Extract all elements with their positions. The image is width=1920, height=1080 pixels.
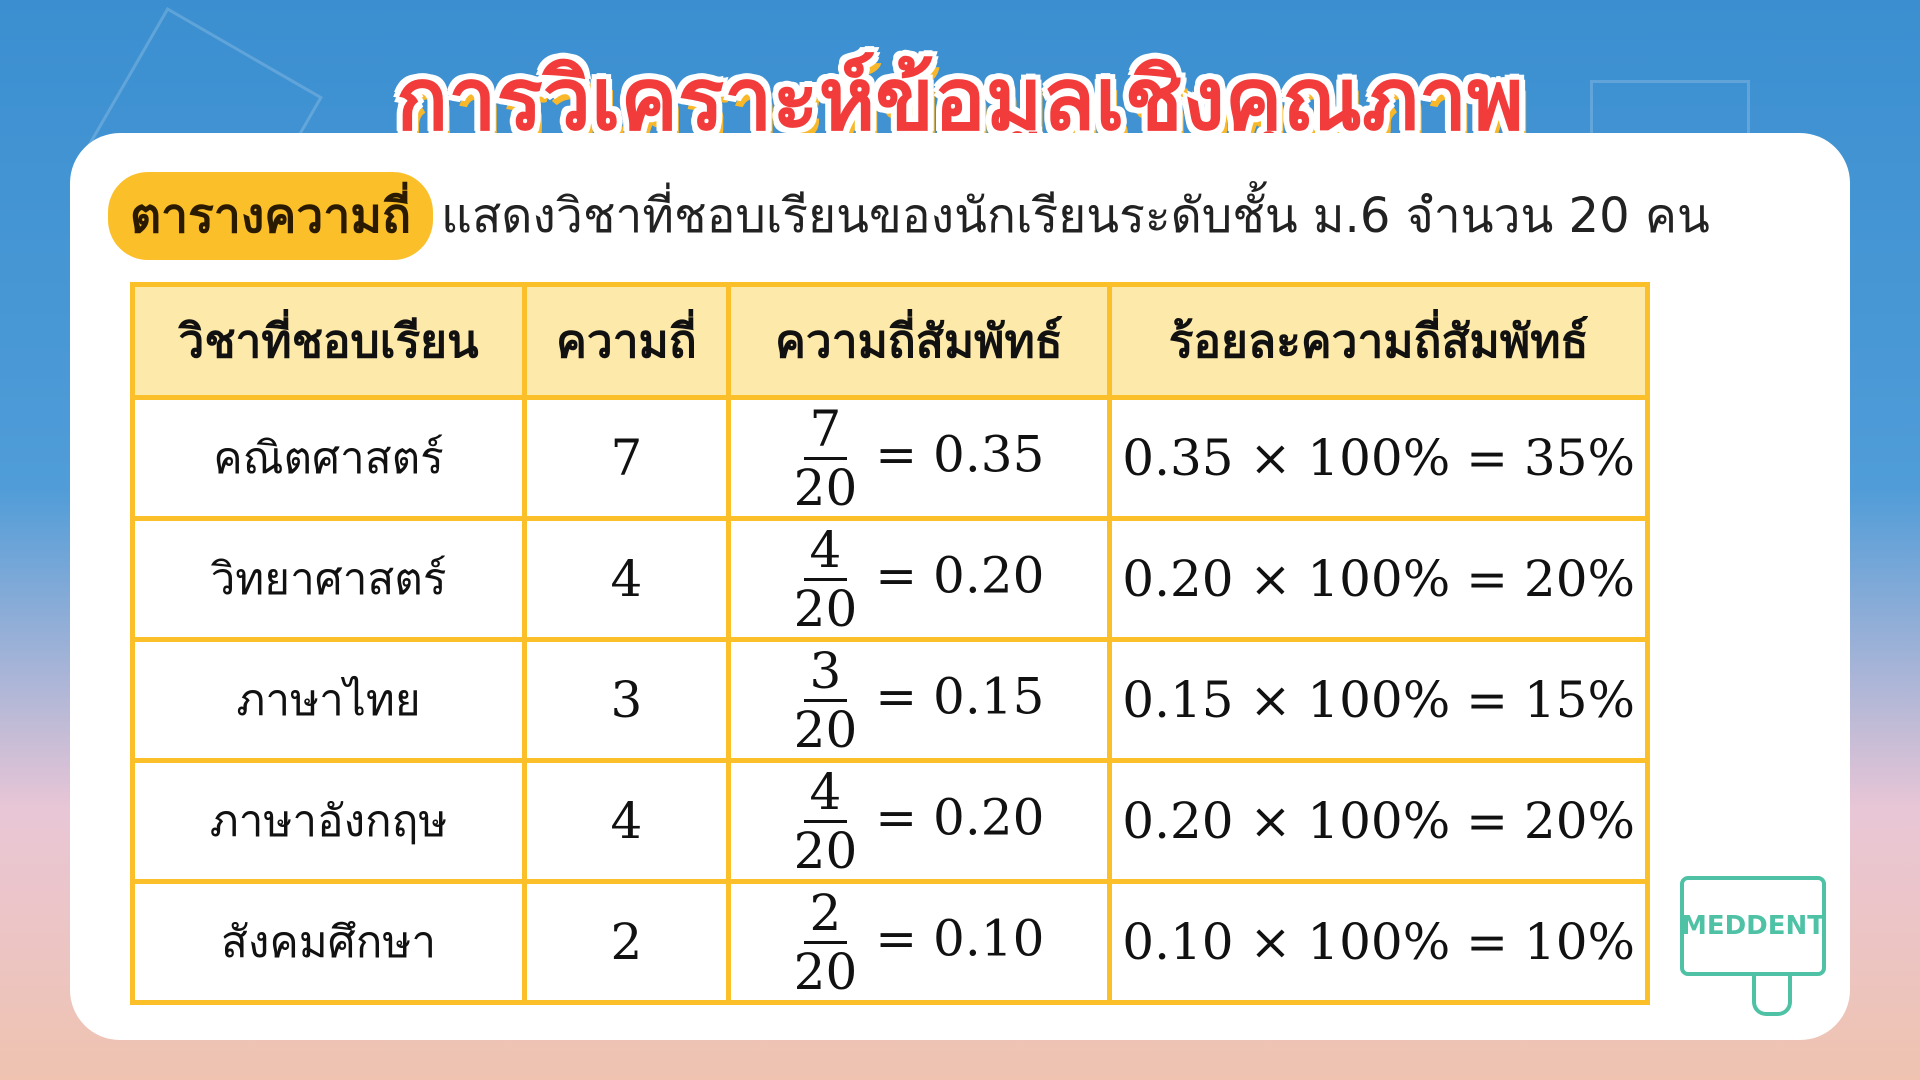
subject-cell: คณิตศาสตร์ (129, 395, 528, 521)
table-row: ภาษาอังกฤษ 4 4 20 = 0.20 0.20 × 100% = 20% (129, 758, 1650, 884)
table-row: วิทยาศาสตร์ 4 4 20 = 0.20 0.20 × 100% = 20… (129, 516, 1650, 642)
percent-cell: 0.20 × 100% = 20% (1107, 516, 1650, 642)
table-row: สังคมศึกษา 2 2 20 = 0.10 0.10 × 100% = 10% (129, 879, 1650, 1005)
fraction: 7 20 (794, 401, 858, 516)
numerator: 7 (803, 401, 848, 460)
denominator: 20 (793, 700, 858, 759)
header-frequency: ความถี่ (522, 282, 731, 400)
percent-cell: 0.10 × 100% = 10% (1107, 879, 1650, 1005)
relative-frequency-cell: 4 20 = 0.20 (725, 516, 1113, 642)
logo-stand (1752, 976, 1792, 1016)
relative-value: = 0.10 (875, 909, 1045, 967)
fraction: 4 20 (794, 764, 858, 879)
frequency-cell: 4 (522, 516, 731, 642)
table-header-row: วิชาที่ชอบเรียน ความถี่ ความถี่สัมพัทธ์ … (129, 282, 1650, 400)
denominator: 20 (793, 458, 858, 517)
frequency-cell: 7 (522, 395, 731, 521)
subject-cell: สังคมศึกษา (129, 879, 528, 1005)
denominator: 20 (793, 579, 858, 638)
table-row: ภาษาไทย 3 3 20 = 0.15 0.15 × 100% = 15% (129, 637, 1650, 763)
subtitle: ตารางความถี่ แสดงวิชาที่ชอบเรียนของนักเร… (108, 172, 1710, 260)
numerator: 3 (803, 643, 848, 702)
numerator: 2 (803, 885, 848, 944)
fraction: 4 20 (794, 522, 858, 637)
subject-cell: ภาษาอังกฤษ (129, 758, 528, 884)
relative-value: = 0.20 (875, 788, 1045, 846)
table-row: คณิตศาสตร์ 7 7 20 = 0.35 0.35 × 100% = 35% (129, 395, 1650, 521)
numerator: 4 (803, 764, 848, 823)
frequency-cell: 4 (522, 758, 731, 884)
subtitle-highlight: ตารางความถี่ (108, 172, 434, 260)
relative-value: = 0.20 (875, 546, 1045, 604)
subject-cell: ภาษาไทย (129, 637, 528, 763)
denominator: 20 (793, 942, 858, 1001)
denominator: 20 (793, 821, 858, 880)
frequency-table: วิชาที่ชอบเรียน ความถี่ ความถี่สัมพัทธ์ … (129, 282, 1650, 1005)
header-subject: วิชาที่ชอบเรียน (129, 282, 528, 400)
relative-value: = 0.35 (875, 425, 1045, 483)
frequency-cell: 3 (522, 637, 731, 763)
percent-cell: 0.20 × 100% = 20% (1107, 758, 1650, 884)
fraction: 3 20 (794, 643, 858, 758)
subtitle-text: แสดงวิชาที่ชอบเรียนของนักเรียนระดับชั้น … (441, 188, 1710, 244)
percent-cell: 0.15 × 100% = 15% (1107, 637, 1650, 763)
fraction: 2 20 (794, 885, 858, 1000)
relative-frequency-cell: 3 20 = 0.15 (725, 637, 1113, 763)
meddent-logo: MEDDENT (1680, 876, 1826, 976)
header-percent: ร้อยละความถี่สัมพัทธ์ (1107, 282, 1650, 400)
relative-frequency-cell: 4 20 = 0.20 (725, 758, 1113, 884)
numerator: 4 (803, 522, 848, 581)
frequency-cell: 2 (522, 879, 731, 1005)
subject-cell: วิทยาศาสตร์ (129, 516, 528, 642)
relative-frequency-cell: 2 20 = 0.10 (725, 879, 1113, 1005)
header-relative-frequency: ความถี่สัมพัทธ์ (725, 282, 1113, 400)
relative-frequency-cell: 7 20 = 0.35 (725, 395, 1113, 521)
percent-cell: 0.35 × 100% = 35% (1107, 395, 1650, 521)
relative-value: = 0.15 (875, 667, 1045, 725)
